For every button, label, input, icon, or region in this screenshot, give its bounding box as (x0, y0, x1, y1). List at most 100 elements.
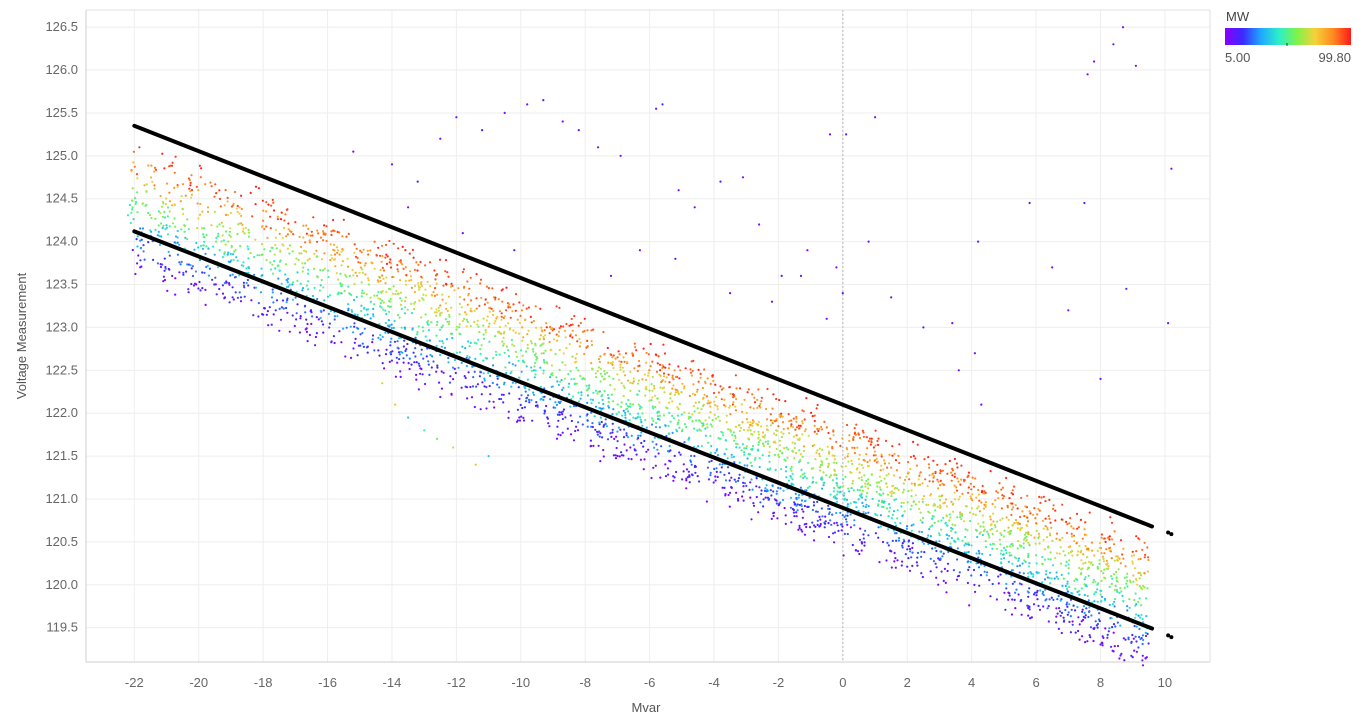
scatter-point (592, 391, 595, 394)
scatter-point (466, 397, 469, 400)
scatter-point (706, 426, 709, 429)
scatter-point (1068, 585, 1071, 589)
scatter-point (391, 350, 394, 353)
scatter-point (1144, 657, 1147, 660)
scatter-point (981, 552, 984, 556)
scatter-point (343, 289, 346, 293)
scatter-point (749, 424, 752, 427)
outlier-point (638, 249, 642, 252)
scatter-point (870, 437, 873, 440)
scatter-point (344, 273, 347, 276)
scatter-point (848, 490, 851, 493)
scatter-point (601, 398, 604, 401)
scatter-point (715, 467, 718, 470)
scatter-point (857, 432, 860, 435)
scatter-point (569, 334, 572, 338)
scatter-point (261, 253, 264, 256)
scatter-point (781, 415, 784, 418)
scatter-point (735, 446, 738, 449)
scatter-point (1065, 520, 1068, 524)
y-tick-label: 125.5 (45, 105, 78, 120)
scatter-point (379, 279, 382, 283)
scatter-point (926, 484, 929, 488)
scatter-point (934, 470, 937, 473)
scatter-point (392, 326, 395, 329)
scatter-point (521, 326, 524, 329)
scatter-point (398, 316, 401, 319)
scatter-point (472, 376, 475, 379)
scatter-point (759, 402, 762, 405)
scatter-point (974, 513, 977, 517)
y-tick-label: 124.5 (45, 191, 78, 206)
scatter-point (950, 500, 953, 503)
outlier-point (461, 232, 464, 235)
scatter-point (833, 470, 837, 473)
scatter-point (712, 391, 716, 395)
scatter-point (373, 349, 376, 352)
scatter-point (1102, 572, 1105, 575)
scatter-point (887, 528, 890, 531)
scatter-point (1086, 568, 1089, 571)
scatter-point (854, 549, 857, 552)
scatter-point (833, 454, 836, 457)
scatter-point (1100, 570, 1103, 573)
scatter-point (974, 528, 978, 532)
scatter-point (533, 361, 537, 365)
scatter-point (1043, 548, 1047, 551)
scatter-point (420, 281, 423, 284)
scatter-point (1135, 535, 1138, 538)
scatter-point (798, 494, 801, 497)
scatter-point (920, 530, 924, 534)
scatter-point (653, 387, 656, 390)
scatter-point (984, 545, 988, 549)
scatter-point (833, 531, 837, 534)
scatter-point (673, 369, 676, 372)
scatter-point (1066, 523, 1069, 526)
scatter-point (398, 358, 401, 361)
scatter-point (1053, 577, 1056, 580)
scatter-point (663, 352, 667, 355)
scatter-point (192, 284, 195, 287)
scatter-point (1110, 557, 1113, 560)
scatter-point (455, 351, 459, 354)
scatter-point (970, 574, 973, 577)
scatter-point (487, 325, 490, 328)
scatter-point (877, 536, 880, 539)
scatter-point (388, 310, 391, 313)
scatter-point (431, 355, 434, 358)
scatter-point (806, 486, 810, 489)
scatter-point (1077, 526, 1080, 529)
scatter-point (188, 187, 191, 190)
scatter-point (180, 260, 183, 263)
scatter-point (1137, 558, 1140, 561)
scatter-point (730, 486, 733, 489)
scatter-point (341, 283, 344, 286)
scatter-point (542, 358, 546, 362)
scatter-point (199, 202, 202, 205)
scatter-point (568, 382, 571, 385)
scatter-point (505, 309, 508, 312)
scatter-point (1141, 664, 1145, 667)
scatter-point (364, 262, 367, 265)
scatter-point (727, 428, 730, 431)
scatter-point (1111, 577, 1114, 580)
scatter-point (460, 386, 463, 389)
scatter-point (366, 351, 369, 354)
scatter-point (902, 538, 905, 541)
scatter-point (800, 504, 803, 508)
scatter-point (619, 366, 622, 369)
scatter-point (306, 272, 310, 275)
scatter-point (1078, 593, 1081, 596)
scatter-point (751, 393, 754, 396)
scatter-point (825, 426, 828, 429)
scatter-point (1008, 497, 1011, 500)
scatter-point (957, 498, 960, 501)
scatter-point (867, 478, 870, 481)
scatter-point (1014, 591, 1017, 594)
scatter-point (1029, 571, 1032, 574)
scatter-point (1115, 555, 1118, 558)
scatter-point (687, 412, 691, 415)
scatter-point (631, 352, 634, 355)
scatter-point (135, 173, 139, 176)
scatter-point (706, 466, 710, 469)
